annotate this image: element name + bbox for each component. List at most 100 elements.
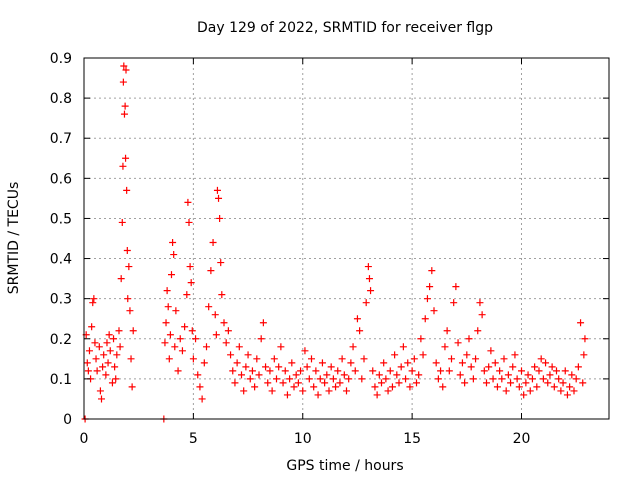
data-point (467, 363, 475, 371)
data-point (485, 363, 493, 371)
data-point (259, 319, 267, 327)
data-point (207, 267, 215, 275)
data-point (406, 383, 414, 391)
data-point (491, 359, 499, 367)
y-axis-label: SRMTID / TECUs (6, 182, 22, 295)
data-point (557, 387, 565, 395)
data-point (579, 379, 587, 387)
data-point (439, 383, 447, 391)
data-point (283, 391, 291, 399)
data-point (461, 379, 469, 387)
data-point (127, 355, 135, 363)
data-point (174, 367, 182, 375)
data-point (253, 355, 261, 363)
data-point (93, 367, 101, 375)
data-point (251, 383, 259, 391)
data-point (171, 343, 179, 351)
data-point (211, 311, 219, 319)
y-tick-label: 0.4 (50, 252, 72, 268)
data-point (286, 375, 294, 383)
data-point (231, 379, 239, 387)
data-point (266, 367, 274, 375)
data-point (275, 363, 283, 371)
data-point (242, 363, 250, 371)
data-point (198, 395, 206, 403)
data-point (476, 299, 484, 307)
data-point (116, 343, 124, 351)
data-point (297, 367, 305, 375)
data-point (454, 339, 462, 347)
data-point (428, 267, 436, 275)
data-point (434, 375, 442, 383)
data-point (375, 371, 383, 379)
data-point (98, 395, 105, 403)
data-point (220, 319, 228, 327)
data-point (509, 363, 517, 371)
data-point (120, 62, 128, 70)
data-point (371, 383, 379, 391)
data-point (327, 363, 335, 371)
data-point (496, 367, 504, 375)
x-tick-label: 0 (80, 431, 89, 447)
data-point (217, 259, 225, 267)
data-point (349, 343, 357, 351)
data-point (413, 379, 420, 387)
data-point (176, 335, 184, 343)
data-point (399, 343, 407, 351)
data-point (498, 375, 506, 383)
plot-frame (83, 57, 610, 420)
data-point (164, 303, 172, 311)
data-point (563, 391, 571, 399)
data-point (364, 263, 372, 271)
y-tick-label: 0.3 (50, 292, 72, 308)
data-point (351, 367, 359, 375)
data-point (550, 383, 558, 391)
data-point (430, 307, 438, 315)
data-point (161, 339, 169, 347)
data-point (524, 371, 532, 379)
data-point (353, 315, 361, 323)
data-point (574, 363, 582, 371)
data-point (273, 375, 280, 383)
data-point (423, 295, 431, 303)
data-point (104, 359, 112, 367)
data-point (303, 363, 311, 371)
data-point (216, 214, 224, 222)
data-point (480, 367, 488, 375)
data-point (402, 375, 410, 383)
data-point (465, 335, 473, 343)
data-point (325, 387, 333, 395)
data-point (124, 295, 132, 303)
data-point (559, 379, 567, 387)
data-point (83, 359, 91, 367)
data-point (257, 335, 265, 343)
y-tick-label: 0.2 (50, 332, 72, 348)
data-point (100, 351, 108, 359)
data-point (358, 375, 366, 383)
data-point (469, 375, 477, 383)
x-tick-label: 10 (294, 431, 312, 447)
data-point (99, 363, 107, 371)
data-point (577, 319, 585, 327)
data-point (246, 375, 254, 383)
data-point (542, 359, 550, 367)
data-point (397, 363, 405, 371)
data-point (290, 383, 298, 391)
x-tick-label: 20 (513, 431, 531, 447)
data-point (310, 383, 318, 391)
data-point (478, 311, 486, 319)
data-point (384, 387, 392, 395)
y-tick-label: 0.9 (50, 51, 72, 67)
data-point (277, 343, 285, 351)
data-point (581, 335, 589, 343)
data-point (544, 379, 552, 387)
y-tick-label: 0.6 (50, 171, 72, 187)
data-point (437, 367, 445, 375)
data-point (215, 194, 223, 202)
data-point (308, 355, 315, 363)
data-point (185, 218, 193, 226)
data-point (96, 387, 104, 395)
data-point (419, 351, 427, 359)
data-point (178, 347, 186, 355)
